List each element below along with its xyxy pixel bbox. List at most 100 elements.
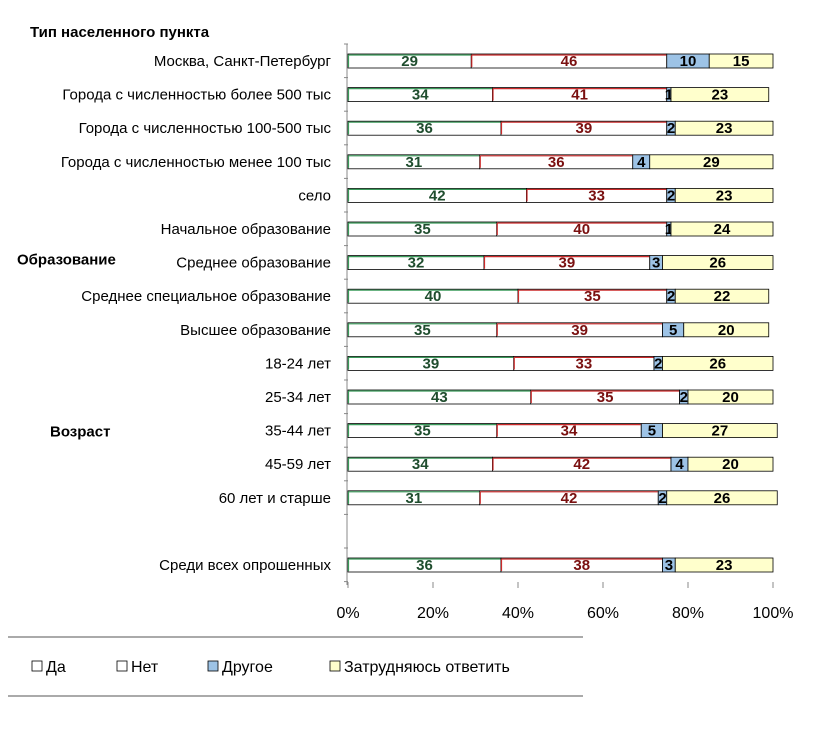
- bar-segment: [687, 456, 774, 472]
- data-label: 35: [414, 221, 431, 238]
- group-label: Тип населенного пункта: [30, 24, 210, 41]
- data-label: 3: [665, 557, 673, 574]
- axes: 0% 20% 40% 60% 80% 100%: [336, 43, 793, 622]
- bar-segment: [708, 53, 774, 69]
- data-label: 42: [573, 456, 590, 473]
- legend-label: Нет: [131, 659, 159, 676]
- data-label: 35: [414, 423, 431, 440]
- bar-segment: [674, 187, 774, 203]
- data-label: 26: [709, 255, 726, 272]
- category-label: 45-59 лет: [265, 456, 331, 473]
- data-label: 31: [406, 154, 423, 171]
- data-label: 32: [408, 255, 425, 272]
- data-label: 35: [584, 288, 601, 305]
- data-label: 2: [658, 490, 666, 507]
- data-label: 2: [680, 389, 688, 406]
- data-label: 26: [714, 490, 731, 507]
- legend-label: Другое: [222, 659, 273, 676]
- category-label: 18-24 лет: [265, 355, 331, 372]
- category-label: село: [298, 187, 331, 204]
- data-label: 22: [714, 288, 731, 305]
- data-label: 4: [637, 154, 646, 171]
- bar-segment: [670, 87, 770, 102]
- data-label: 1: [665, 221, 673, 238]
- x-tick-label: 40%: [502, 605, 534, 622]
- data-label: 15: [733, 53, 750, 70]
- data-label: 3: [652, 255, 660, 272]
- data-label: 24: [714, 221, 731, 238]
- group-labels: Тип населенного пункта Образование Возраст: [17, 24, 210, 441]
- data-label: 36: [416, 557, 433, 574]
- data-label: 33: [588, 187, 605, 204]
- data-label: 23: [716, 187, 733, 204]
- data-label: 41: [571, 87, 588, 104]
- data-label: 36: [416, 120, 433, 137]
- data-label: 5: [669, 322, 677, 339]
- category-label: Среднее образование: [176, 255, 331, 272]
- category-label: 35-44 лет: [265, 423, 331, 440]
- category-label: Начальное образование: [161, 221, 331, 238]
- category-label: Города с численностью менее 100 тыс: [61, 154, 332, 171]
- data-label: 23: [716, 557, 733, 574]
- data-label: 39: [576, 120, 593, 137]
- data-label: 5: [648, 423, 656, 440]
- bar-segment: [674, 557, 774, 573]
- category-label: Города с численностью 100-500 тыс: [79, 120, 332, 137]
- category-label: Города с численностью более 500 тыс: [62, 87, 331, 104]
- data-label: 39: [559, 255, 576, 272]
- group-label: Образование: [17, 252, 116, 269]
- legend-label: Затрудняюсь ответить: [344, 659, 510, 676]
- data-label: 26: [709, 355, 726, 372]
- x-tick-label: 60%: [587, 605, 619, 622]
- legend-swatch: [207, 660, 219, 672]
- data-label: 42: [561, 490, 578, 507]
- legend-label: Да: [46, 659, 66, 676]
- data-label: 1: [665, 87, 673, 104]
- data-label: 2: [667, 120, 675, 137]
- data-label: 31: [406, 490, 423, 507]
- data-label: 33: [576, 355, 593, 372]
- category-label: 60 лет и старше: [219, 490, 331, 507]
- data-label: 39: [423, 355, 440, 372]
- bar-segment: [674, 120, 774, 136]
- data-label: 2: [654, 355, 662, 372]
- x-tick-label: 20%: [417, 605, 449, 622]
- bar-segment: [666, 490, 778, 506]
- legend-swatch: [31, 660, 43, 672]
- bar-segment: [662, 255, 774, 271]
- data-label: 35: [597, 389, 614, 406]
- category-label: Среднее специальное образование: [81, 288, 331, 305]
- bar-segment: [662, 423, 778, 439]
- data-label: 35: [414, 322, 431, 339]
- category-label: Высшее образование: [180, 322, 331, 339]
- data-label: 23: [712, 87, 729, 104]
- bar-segment: [670, 221, 774, 237]
- data-label: 40: [573, 221, 590, 238]
- data-label: 20: [722, 456, 739, 473]
- data-label: 4: [675, 456, 684, 473]
- data-label: 39: [571, 322, 588, 339]
- category-label: 25-34 лет: [265, 389, 331, 406]
- data-label: 34: [412, 87, 429, 104]
- data-label: 10: [680, 53, 697, 70]
- bar-segment: [687, 389, 774, 405]
- data-label: 34: [561, 423, 578, 440]
- bar-segment: [649, 154, 774, 170]
- bar-segment: [674, 288, 770, 304]
- data-label: 34: [412, 456, 429, 473]
- bar-segment: [683, 322, 770, 338]
- category-labels: Москва, Санкт-Петербург Города с численно…: [61, 53, 332, 574]
- group-label: Возраст: [50, 424, 110, 441]
- data-label: 23: [716, 120, 733, 137]
- data-label: 20: [718, 322, 735, 339]
- category-label: Среди всех опрошенных: [159, 557, 331, 574]
- bar-segment: [662, 355, 774, 371]
- legend: Да Нет Другое Затрудняюсь ответить: [8, 636, 583, 697]
- data-label: 29: [703, 154, 720, 171]
- category-label: Москва, Санкт-Петербург: [154, 53, 332, 70]
- legend-swatch: [329, 660, 341, 672]
- legend-swatch: [116, 660, 128, 672]
- data-label: 38: [573, 557, 590, 574]
- data-label: 42: [429, 187, 446, 204]
